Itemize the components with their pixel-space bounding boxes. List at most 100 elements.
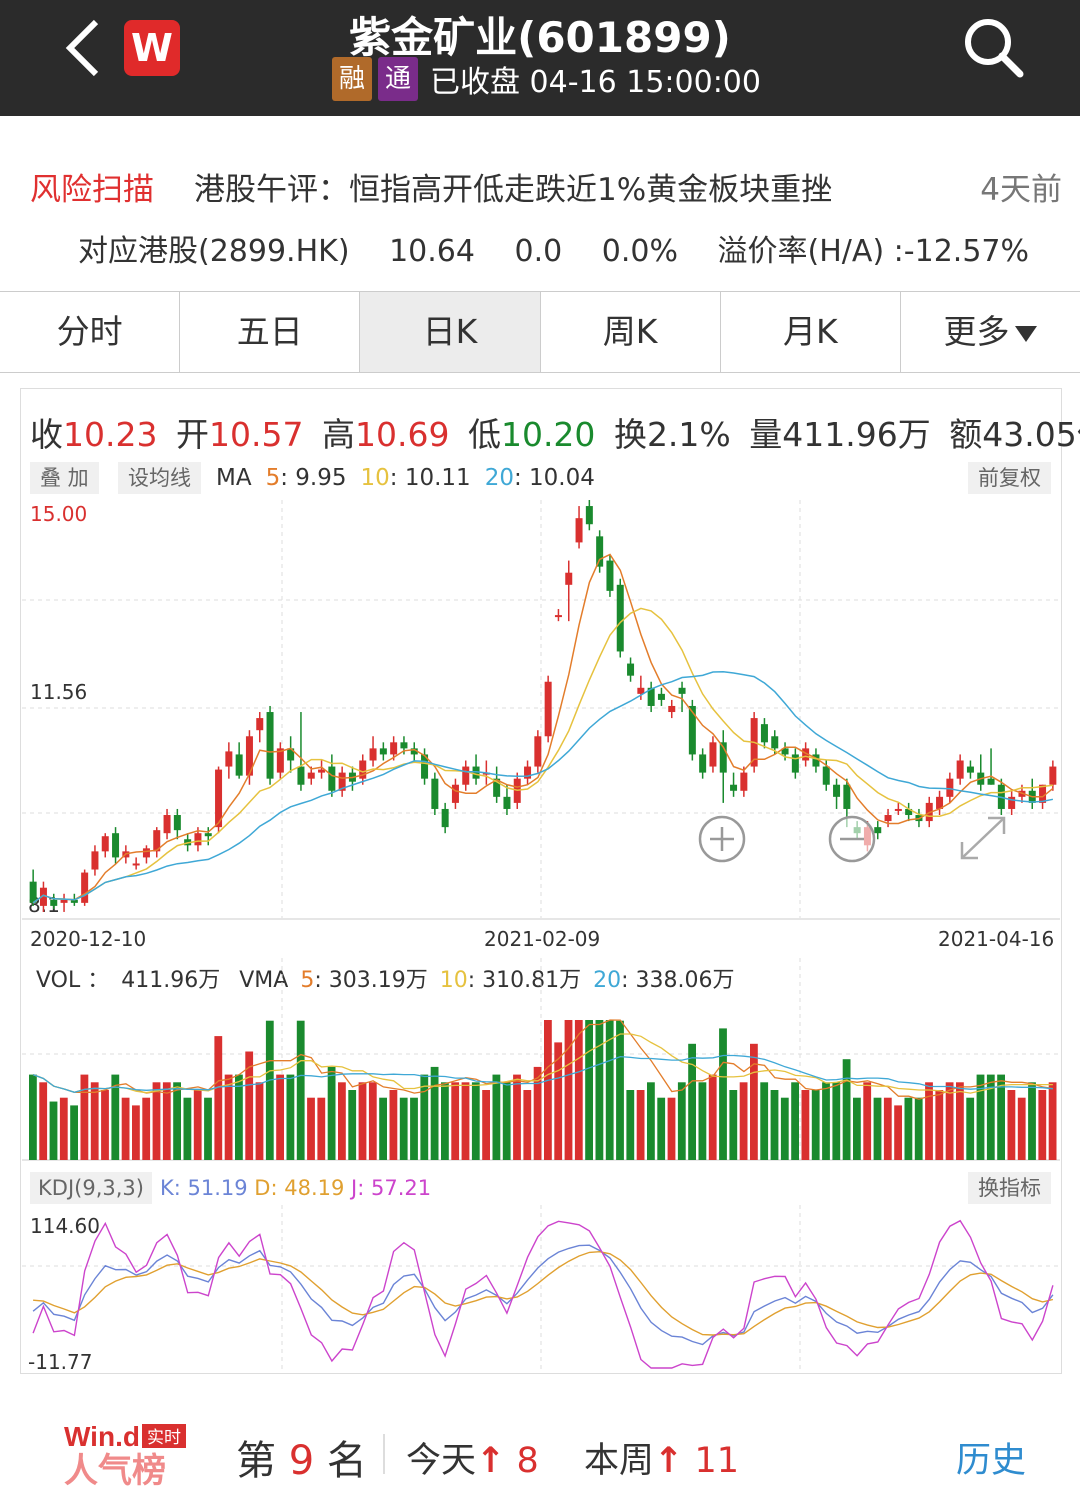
zoom-in-icon[interactable]: [698, 815, 746, 863]
volume-bar: [904, 1097, 913, 1160]
candle-body: [554, 615, 562, 618]
volume-bar: [441, 1082, 449, 1160]
app-header: W 紫金矿业(601899) 融 通 已收盘 04-16 15:00:00: [0, 0, 1080, 116]
volume-bar: [255, 1082, 264, 1160]
volume-bar: [873, 1097, 882, 1160]
candle-body: [112, 833, 120, 858]
close-quote: 收10.23: [30, 415, 157, 454]
fullscreen-icon[interactable]: [960, 816, 1006, 860]
volume-bar: [90, 1082, 99, 1160]
candle-body: [822, 766, 830, 785]
volume-bar: [657, 1097, 666, 1160]
hk-price: 10.64: [389, 234, 475, 269]
volume-bar: [956, 1082, 964, 1160]
tab-daily-k[interactable]: 日K: [360, 292, 541, 372]
volume-bar: [616, 1020, 624, 1160]
candle-body: [39, 887, 47, 906]
back-arrow-icon[interactable]: [60, 18, 108, 78]
wind-logo-badge: 实时: [147, 1428, 181, 1448]
volume-bar: [688, 1043, 696, 1160]
candle-body: [730, 784, 738, 791]
candle-body: [771, 736, 779, 749]
date-label-end: 2021-04-16: [938, 927, 1055, 951]
candle-body: [1049, 766, 1057, 785]
switch-indicator-button[interactable]: 换指标: [968, 1172, 1051, 1204]
overlay-button[interactable]: 叠 加: [30, 462, 99, 494]
tab-intraday[interactable]: 分时: [0, 292, 181, 372]
margin-tag: 融: [332, 57, 372, 101]
candle-body: [1008, 796, 1016, 809]
history-link[interactable]: 历史: [956, 1441, 1027, 1481]
kdj-j-line: [32, 1219, 1054, 1369]
volume-bar: [492, 1074, 501, 1160]
candle-body: [936, 796, 944, 809]
volume-bar: [523, 1090, 532, 1160]
volume-bar: [997, 1074, 1005, 1160]
candle-body: [410, 748, 418, 755]
candle-body: [956, 760, 964, 779]
volume-bar: [811, 1090, 820, 1160]
candle-body: [441, 808, 449, 828]
market-status: 已收盘 04-16 15:00:00: [430, 65, 761, 100]
candle-body: [575, 518, 583, 543]
vma10-line: [32, 1033, 1053, 1094]
vma20-label: 20: [593, 968, 622, 993]
ma10-value: : 10.11: [389, 465, 471, 491]
news-time: 4天前: [980, 172, 1062, 208]
volume-bar: [842, 1059, 851, 1160]
candle-body: [153, 830, 161, 852]
hk-pct: 0.0%: [601, 234, 678, 269]
candle-body: [328, 766, 336, 791]
zoom-out-icon[interactable]: [828, 815, 876, 863]
candle-body: [688, 705, 696, 755]
candle-body: [29, 881, 37, 903]
risk-scan-link[interactable]: 风险扫描: [30, 172, 154, 208]
set-ma-button[interactable]: 设均线: [118, 462, 201, 494]
candle-body: [802, 748, 810, 761]
adjust-button[interactable]: 前复权: [968, 462, 1051, 494]
rank-suffix: 名: [326, 1438, 367, 1484]
quote-line: 收10.23 开10.57 高10.69 低10.20 换2.1% 量411.9…: [30, 408, 1080, 456]
kdj-k-value: K: 51.19: [159, 1176, 248, 1200]
tab-weekly-k[interactable]: 周K: [541, 292, 721, 372]
volume-bar: [214, 1036, 223, 1160]
rank-number: 9: [288, 1438, 315, 1484]
candle-body: [637, 687, 645, 694]
volume-bar: [296, 1020, 305, 1160]
rank-text: 第 9 名: [236, 1428, 367, 1486]
low-value: 10.20: [500, 415, 596, 454]
tab-more[interactable]: 更多: [901, 292, 1080, 372]
tab-five-day[interactable]: 五日: [180, 292, 361, 372]
open-quote: 开10.57: [176, 415, 303, 454]
vol-label: VOL ：: [36, 968, 110, 993]
candle-body: [596, 536, 604, 567]
news-row[interactable]: 风险扫描 港股午评：恒指高开低走跌近1%黄金板块重挫 4天前: [0, 160, 1080, 212]
candle-body: [966, 766, 974, 773]
volume-bar: [286, 1074, 295, 1160]
volume-bar: [544, 1020, 552, 1160]
candle-body: [101, 836, 109, 852]
volume-bar: [605, 1020, 614, 1160]
volume-bar: [564, 1020, 573, 1160]
high-value: 10.69: [354, 415, 450, 454]
candle-body: [163, 815, 171, 834]
candle-body: [812, 754, 820, 767]
tab-monthly-k[interactable]: 月K: [721, 292, 901, 372]
volume-bar: [554, 1042, 563, 1160]
candle-body: [235, 754, 243, 776]
wind-popularity-logo: Win.d 实时 人气榜: [64, 1421, 186, 1488]
candle-body: [760, 724, 768, 743]
candle-body: [1039, 784, 1047, 803]
price-axis-mid: 11.56: [30, 680, 88, 704]
news-headline[interactable]: 港股午评：恒指高开低走跌近1%黄金板块重挫: [194, 172, 833, 208]
open-label: 开: [175, 415, 209, 454]
popularity-footer[interactable]: Win.d 实时 人气榜 第 9 名 今天↑ 8 本周↑ 11 历史: [0, 1400, 1080, 1510]
rank-prefix: 第: [236, 1438, 276, 1484]
volume-bar: [595, 1020, 604, 1160]
hk-stock-row[interactable]: 对应港股(2899.HK) 10.64 0.0 0.0% 溢价率(H/A) :-…: [78, 226, 1059, 270]
kdj-title[interactable]: KDJ(9,3,3): [30, 1172, 152, 1204]
vma5-value: : 303.19万: [314, 968, 428, 993]
volume-bar: [708, 1074, 717, 1160]
kline-chart[interactable]: [0, 0, 1080, 1400]
search-icon[interactable]: [962, 16, 1024, 78]
